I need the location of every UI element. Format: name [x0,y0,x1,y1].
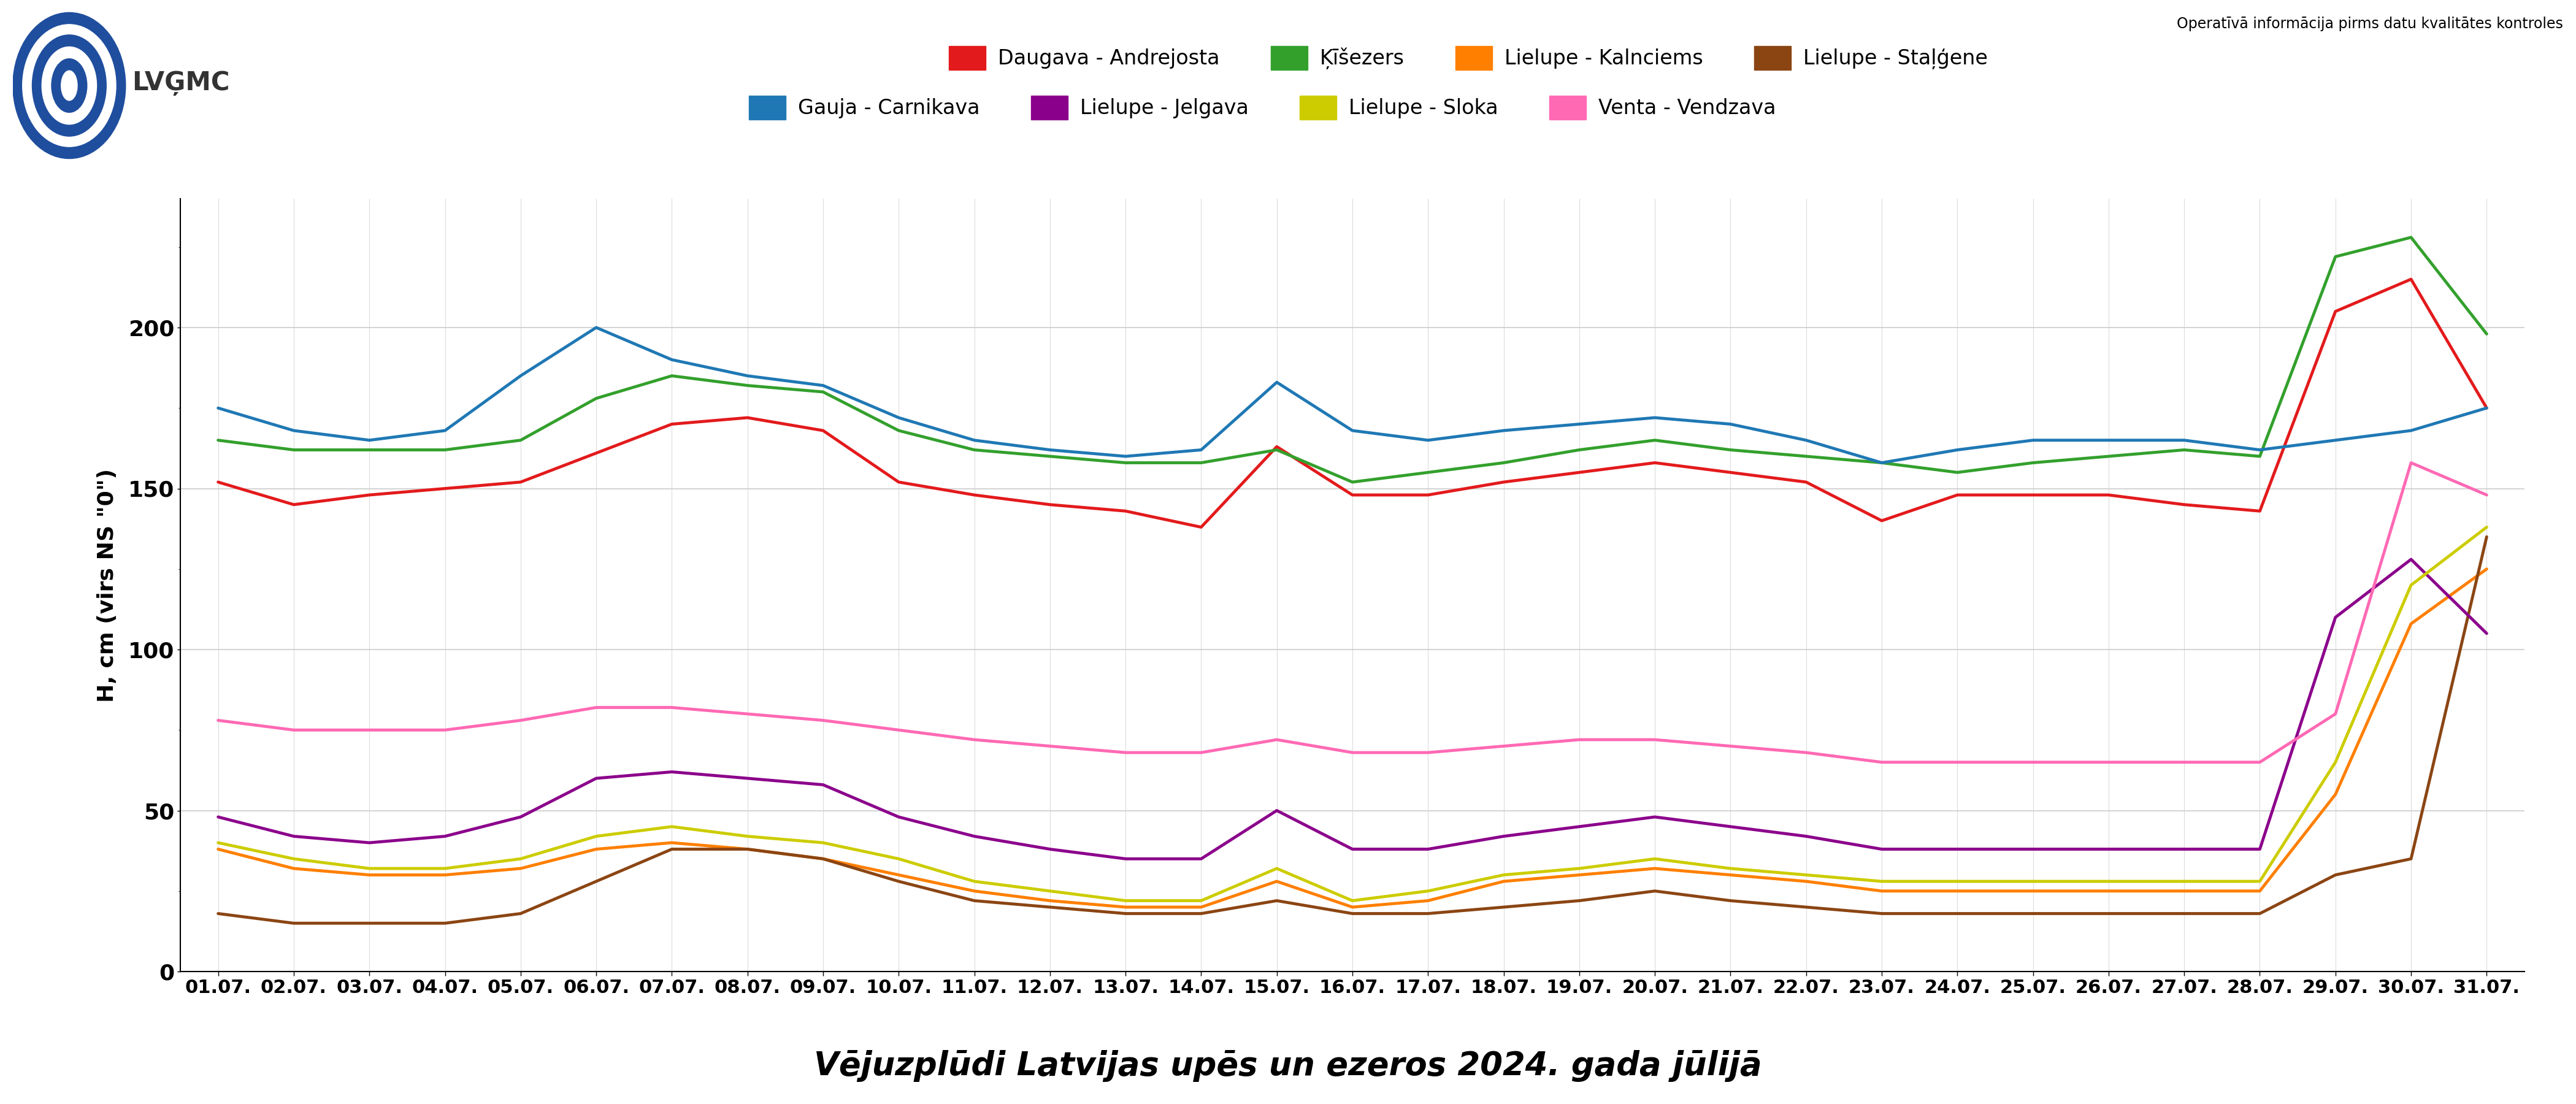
Ellipse shape [23,24,116,147]
Ellipse shape [52,59,88,113]
Ellipse shape [41,46,98,125]
Text: LVĢMC: LVĢMC [131,70,229,95]
Legend: Daugava - Andrejosta, Ķīšezers, Lielupe - Kalnciems, Lielupe - Staļģene: Daugava - Andrejosta, Ķīšezers, Lielupe … [940,38,1996,77]
Legend: Gauja - Carnikava, Lielupe - Jelgava, Lielupe - Sloka, Venta - Vendzava: Gauja - Carnikava, Lielupe - Jelgava, Li… [739,87,1785,127]
Ellipse shape [13,12,126,159]
Text: Vējuzplūdi Latvijas upēs un ezeros 2024. gada jūlijā: Vējuzplūdi Latvijas upēs un ezeros 2024.… [814,1050,1762,1082]
Ellipse shape [62,71,77,100]
Ellipse shape [31,35,106,136]
Text: Operatīvā informācija pirms datu kvalitātes kontroles: Operatīvā informācija pirms datu kvalitā… [2177,17,2563,31]
Y-axis label: H, cm (virs NS "0"): H, cm (virs NS "0") [98,468,118,702]
